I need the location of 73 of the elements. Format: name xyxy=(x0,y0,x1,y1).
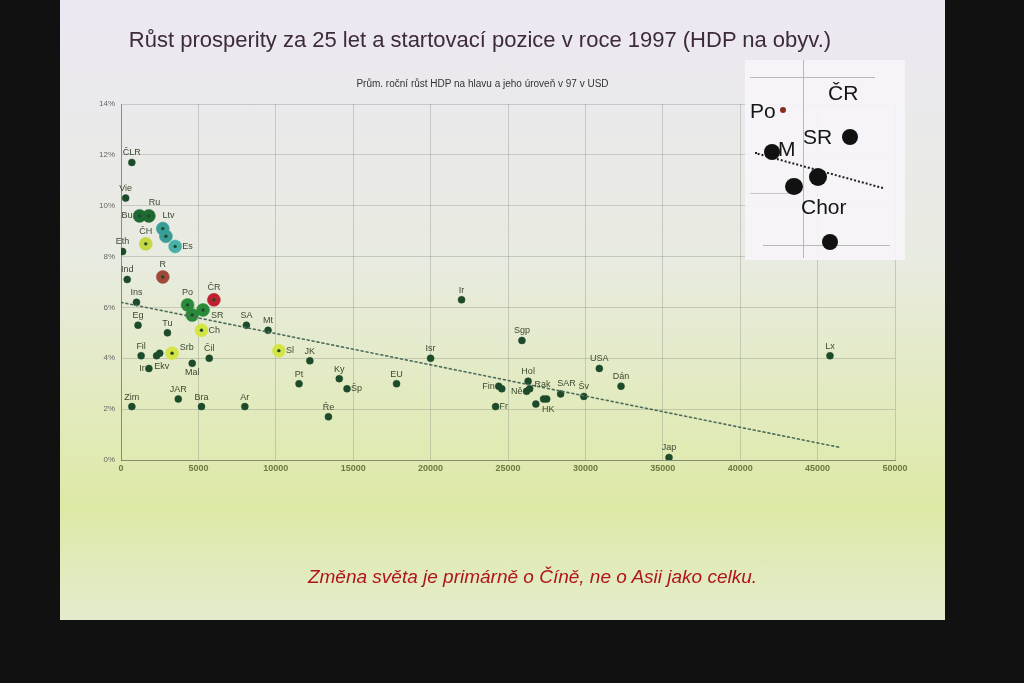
x-tick-label: 45000 xyxy=(805,462,831,473)
series-label: Ekv xyxy=(154,360,170,371)
series-label: Ru xyxy=(148,196,161,207)
series-label: Bu xyxy=(121,210,133,221)
series-label: Sgp xyxy=(513,325,530,336)
series-label: Fil xyxy=(136,340,146,351)
series-label: Čil xyxy=(203,343,215,354)
series-label: Ind xyxy=(120,264,134,275)
x-tick-label: 10000 xyxy=(263,462,289,473)
series-label: Fin xyxy=(482,380,495,391)
series-label: Mal xyxy=(184,367,200,378)
series-label: R xyxy=(159,258,167,269)
series-label: Jap xyxy=(661,442,677,453)
series-label: Rak xyxy=(534,378,552,389)
series-label: Srb xyxy=(179,342,194,353)
y-tick-label: 14% xyxy=(98,99,115,109)
series-label: Vie xyxy=(119,183,133,194)
y-tick-label: 0% xyxy=(103,455,115,465)
y-tick-label: 12% xyxy=(98,150,115,160)
x-tick-label: 5000 xyxy=(188,462,209,473)
series-label: USA xyxy=(590,353,609,364)
x-tick-label: 35000 xyxy=(650,462,676,473)
series-label: Ře xyxy=(322,401,335,412)
series-label: SAR xyxy=(557,377,577,388)
x-tick-label: 25000 xyxy=(495,462,521,473)
series-label: ČLR xyxy=(122,147,142,158)
series-label: Po xyxy=(182,286,194,297)
x-tick-label: 15000 xyxy=(340,462,366,473)
x-tick-label: 50000 xyxy=(882,462,908,473)
series-label: EU xyxy=(390,368,403,379)
series-label: Bra xyxy=(194,391,209,402)
y-tick-label: 4% xyxy=(103,353,115,363)
series-label: Hol xyxy=(521,366,535,377)
series-label: Es xyxy=(182,240,194,251)
series-label: SR xyxy=(210,310,224,320)
series-label: Eg xyxy=(132,310,144,321)
x-tick-label: 30000 xyxy=(572,462,598,473)
series-label: Isr xyxy=(425,343,436,354)
series-label: Šv xyxy=(578,381,590,392)
series-label: Eth xyxy=(115,236,130,247)
series-label: Ltv xyxy=(162,209,176,220)
y-tick-label: 2% xyxy=(103,404,115,414)
series-label: Tu xyxy=(162,317,173,328)
series-label: Ch xyxy=(208,324,221,335)
series-label: Ins xyxy=(130,287,143,298)
series-label: JK xyxy=(304,345,316,356)
y-tick-label: 6% xyxy=(103,302,115,312)
series-label: Pt xyxy=(294,368,304,379)
series-label: Dán xyxy=(612,371,630,382)
text: Změna světa je primárně o Číně, ne o Asii jako celku. xyxy=(306,566,759,588)
series-label: Fr xyxy=(499,401,509,412)
series-label: ČH xyxy=(139,225,153,236)
series-label: Ně xyxy=(511,385,523,396)
series-label: Ar xyxy=(240,391,250,402)
y-tick-label: 8% xyxy=(103,251,115,261)
series-label: SA xyxy=(240,310,253,321)
y-tick-label: 10% xyxy=(98,200,115,210)
series-label: ČR xyxy=(207,281,221,292)
series-label: Zim xyxy=(124,391,140,402)
x-tick-label: 40000 xyxy=(727,462,753,473)
x-tick-label: 0 xyxy=(118,462,124,473)
chart-title: Růst prosperity za 25 let a startovací pozice v roce 1997 (HDP na obyv.) xyxy=(127,27,833,53)
series-label: JAR xyxy=(169,383,188,394)
series-label: Šp xyxy=(351,383,363,394)
chart-subtitle: Prům. roční růst HDP na hlavu a jeho úroveň v 97 v USD xyxy=(356,77,609,89)
series-label: HK xyxy=(542,404,555,415)
series-label: Lx xyxy=(825,340,836,351)
series-label: Ky xyxy=(334,363,346,374)
series-label: Ir xyxy=(458,284,465,295)
series-label: Sl xyxy=(285,345,294,356)
x-tick-label: 20000 xyxy=(418,462,444,473)
series-label: Mt xyxy=(263,315,274,326)
series-label: Ir xyxy=(139,362,145,373)
